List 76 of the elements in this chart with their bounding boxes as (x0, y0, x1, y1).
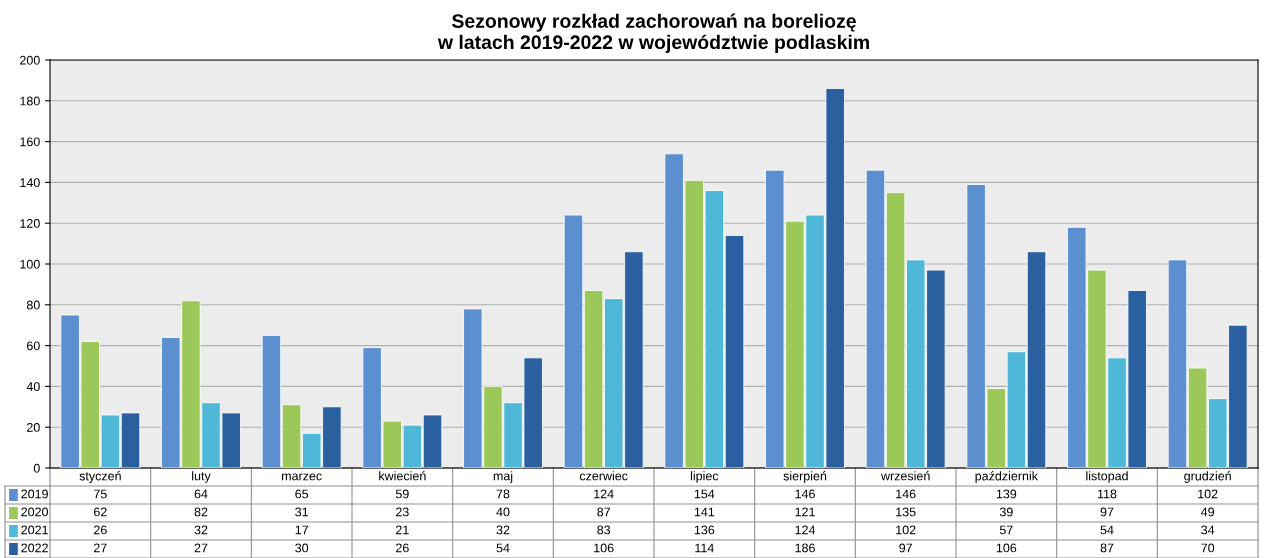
data-label: 97 (1100, 507, 1114, 517)
y-tick-label: 160 (20, 137, 40, 147)
y-tick-label: 40 (26, 382, 40, 392)
x-tick-label: grudzień (1184, 471, 1231, 483)
data-label: 114 (695, 543, 714, 553)
y-tick-label: 20 (27, 423, 40, 432)
data-label: 121 (795, 507, 815, 517)
data-label: 87 (1100, 543, 1114, 553)
x-tick-label: czerwiec (579, 471, 628, 481)
data-label: 54 (496, 543, 510, 553)
x-tick-label: luty (192, 471, 211, 483)
x-tick-label: listopad (1086, 471, 1128, 483)
y-tick-label: 60 (27, 341, 40, 351)
data-label: 75 (94, 489, 107, 499)
data-label: 62 (94, 507, 107, 517)
data-label: 106 (594, 543, 614, 553)
data-label: 102 (896, 525, 916, 535)
data-label: 23 (396, 507, 409, 517)
data-label: 154 (694, 489, 715, 499)
data-label: 27 (94, 543, 107, 553)
y-tick-label: 80 (26, 300, 40, 310)
y-tick-label: 200 (20, 55, 40, 65)
y-tick-label: 0 (33, 463, 40, 473)
data-label: 87 (597, 507, 610, 517)
x-tick-label: maj (493, 471, 513, 483)
chart-title: Sezonowy rozkład zachorowań na boreliozę w latach 2019-2022 w województwie podlaskim (437, 13, 869, 53)
data-label: 124 (594, 489, 614, 499)
data-label: 26 (396, 543, 409, 553)
data-label: 70 (1201, 543, 1215, 553)
data-label: 40 (496, 507, 510, 517)
data-label: 49 (1201, 507, 1215, 517)
data-label: 32 (194, 525, 208, 535)
x-tick-label: lipiec (690, 471, 719, 483)
data-label: 83 (597, 525, 611, 535)
data-label: 146 (795, 489, 815, 499)
y-tick-label: 180 (20, 96, 40, 106)
data-label: 39 (999, 507, 1013, 517)
data-label: 57 (999, 525, 1013, 535)
y-tick-label: 100 (20, 259, 40, 269)
x-tick-label: październik (975, 471, 1038, 483)
data-label: 54 (1100, 525, 1114, 535)
data-label: 135 (896, 507, 916, 517)
data-label: 27 (194, 543, 208, 553)
x-tick-label: kwiecień (379, 471, 426, 481)
data-label: 136 (694, 525, 715, 535)
data-label: 32 (496, 525, 510, 535)
x-tick-label: wrzesień (880, 471, 930, 481)
data-label: 97 (899, 543, 912, 553)
data-label: 141 (694, 507, 715, 517)
legend-label: 2022 (21, 543, 48, 553)
data-label: 21 (396, 525, 409, 535)
data-label: 30 (295, 543, 309, 553)
data-label: 64 (194, 489, 208, 499)
data-label: 106 (996, 543, 1017, 553)
data-label: 26 (94, 525, 107, 535)
y-tick-label: 140 (20, 178, 40, 188)
data-label: 78 (496, 489, 510, 499)
legend-label: 2021 (21, 525, 48, 535)
data-label: 31 (295, 507, 309, 517)
data-label: 146 (896, 489, 916, 499)
data-label: 65 (295, 489, 309, 499)
data-label: 186 (795, 543, 815, 553)
x-tick-label: sierpień (783, 471, 827, 483)
legend-label: 2019 (21, 489, 48, 499)
data-label: 34 (1201, 525, 1215, 535)
data-label: 102 (1198, 489, 1218, 499)
y-tick-label: 120 (20, 219, 40, 228)
legend-label: 2020 (21, 507, 49, 517)
data-label: 82 (194, 507, 208, 517)
data-label: 118 (1097, 489, 1117, 499)
data-label: 17 (295, 525, 308, 535)
x-tick-label: styczeń (79, 471, 121, 483)
data-label: 59 (395, 489, 409, 499)
data-label: 139 (996, 489, 1017, 499)
data-label: 124 (795, 525, 816, 535)
x-tick-label: marzec (282, 473, 322, 481)
